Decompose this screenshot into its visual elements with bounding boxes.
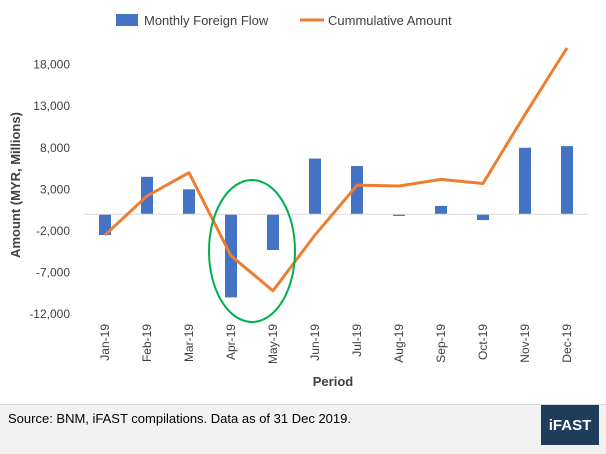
x-axis-title: Period <box>313 374 354 389</box>
bar <box>309 158 321 215</box>
y-tick-label: -7,000 <box>36 265 70 279</box>
cumulative-line <box>103 47 569 293</box>
x-tick-label: Mar-19 <box>182 324 196 362</box>
y-tick-label: 8,000 <box>40 141 70 155</box>
x-tick-label: May-19 <box>266 324 280 364</box>
bar <box>477 214 489 221</box>
y-tick-label: -2,000 <box>36 224 70 238</box>
bar-series <box>99 146 573 298</box>
x-tick-label: Dec-19 <box>560 324 574 363</box>
ifast-logo: iFAST <box>541 405 599 445</box>
x-tick-label: Apr-19 <box>224 324 238 360</box>
x-tick-label: Jan-19 <box>98 324 112 361</box>
x-tick-label: Sep-19 <box>434 324 448 363</box>
bar <box>267 214 279 250</box>
bar <box>183 189 195 215</box>
legend-label-bars: Monthly Foreign Flow <box>144 13 269 28</box>
y-tick-label: 13,000 <box>33 99 70 113</box>
legend: Monthly Foreign Flow Cummulative Amount <box>116 13 452 28</box>
chart-svg: Monthly Foreign Flow Cummulative Amount … <box>8 13 588 389</box>
bar <box>393 214 405 216</box>
highlight-ellipse <box>208 179 296 323</box>
legend-label-line: Cummulative Amount <box>328 13 452 28</box>
y-tick-label: 3,000 <box>40 182 70 196</box>
source-note: Source: BNM, iFAST compilations. Data as… <box>8 411 351 426</box>
x-tick-label: Aug-19 <box>392 324 406 363</box>
x-axis: Jan-19 Feb-19 Mar-19 Apr-19 May-19 Jun-19 Jul-… <box>98 324 574 364</box>
legend-swatch-bars <box>116 14 138 26</box>
line-series <box>103 47 569 293</box>
y-axis-title: Amount (MYR, Millions) <box>8 112 23 258</box>
bar <box>561 146 573 215</box>
x-tick-label: Nov-19 <box>518 324 532 363</box>
x-tick-label: Feb-19 <box>140 324 154 362</box>
x-tick-label: Jun-19 <box>308 324 322 361</box>
y-tick-label: 18,000 <box>33 58 70 72</box>
x-tick-label: Oct-19 <box>476 324 490 360</box>
bar <box>351 166 363 215</box>
x-tick-label: Jul-19 <box>350 324 364 357</box>
bar <box>519 147 531 215</box>
y-axis: -12,000 -7,000 -2,000 3,000 8,000 13,000 18,00… <box>29 58 70 321</box>
bar <box>435 205 447 215</box>
bar <box>99 214 111 236</box>
footer: Source: BNM, iFAST compilations. Data as… <box>0 404 606 454</box>
y-tick-label: -12,000 <box>29 307 70 321</box>
